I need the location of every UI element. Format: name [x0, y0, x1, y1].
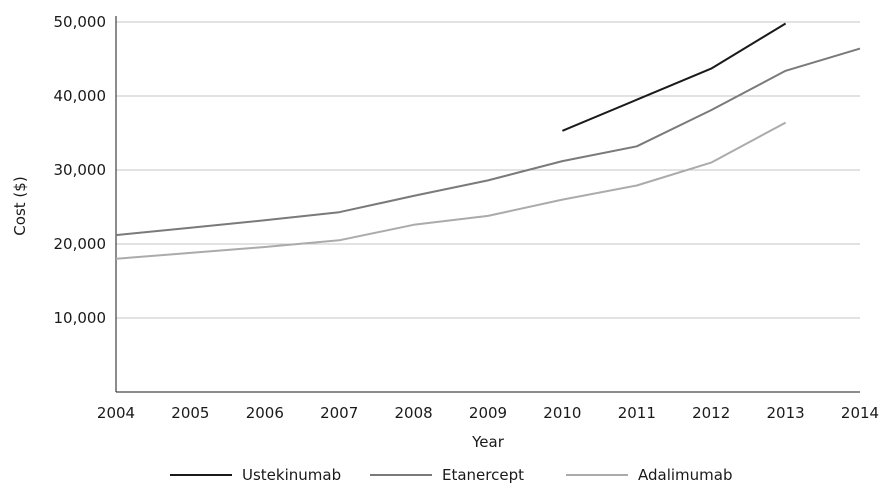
legend-label-adalimumab: Adalimumab: [638, 466, 733, 484]
x-tick-label: 2008: [395, 404, 433, 422]
x-tick-label: 2012: [692, 404, 730, 422]
y-axis-title: Cost ($): [11, 176, 29, 235]
x-tick-label: 2007: [320, 404, 358, 422]
legend: Ustekinumab Etanercept Adalimumab: [170, 466, 733, 484]
x-tick-label: 2014: [841, 404, 879, 422]
legend-label-etanercept: Etanercept: [442, 466, 524, 484]
x-tick-label: 2013: [767, 404, 805, 422]
x-tick-labels: 2004 2005 2006 2007 2008 2009 2010 2011 2012 2013…: [97, 404, 879, 422]
gridlines: [116, 21, 860, 319]
y-tick-label: 40,000: [54, 87, 107, 105]
x-tick-label: 2010: [543, 404, 581, 422]
series-line-etanercept: [115, 47, 861, 237]
y-tick-label: 50,000: [54, 13, 107, 31]
x-axis-title: Year: [471, 433, 505, 451]
y-tick-label: 10,000: [54, 309, 107, 327]
x-tick-label: 2004: [97, 404, 135, 422]
series-lines: [115, 22, 861, 260]
x-tick-label: 2011: [618, 404, 656, 422]
y-tick-labels: 10,000 20,000 30,000 40,000 50,000: [54, 13, 107, 327]
series-line-adalimumab: [115, 121, 787, 260]
y-tick-label: 30,000: [54, 161, 107, 179]
legend-label-ustekinumab: Ustekinumab: [242, 466, 341, 484]
x-tick-label: 2009: [469, 404, 507, 422]
x-tick-label: 2005: [171, 404, 209, 422]
series-line-ustekinumab: [562, 22, 787, 132]
x-tick-label: 2006: [246, 404, 284, 422]
y-tick-label: 20,000: [54, 235, 107, 253]
